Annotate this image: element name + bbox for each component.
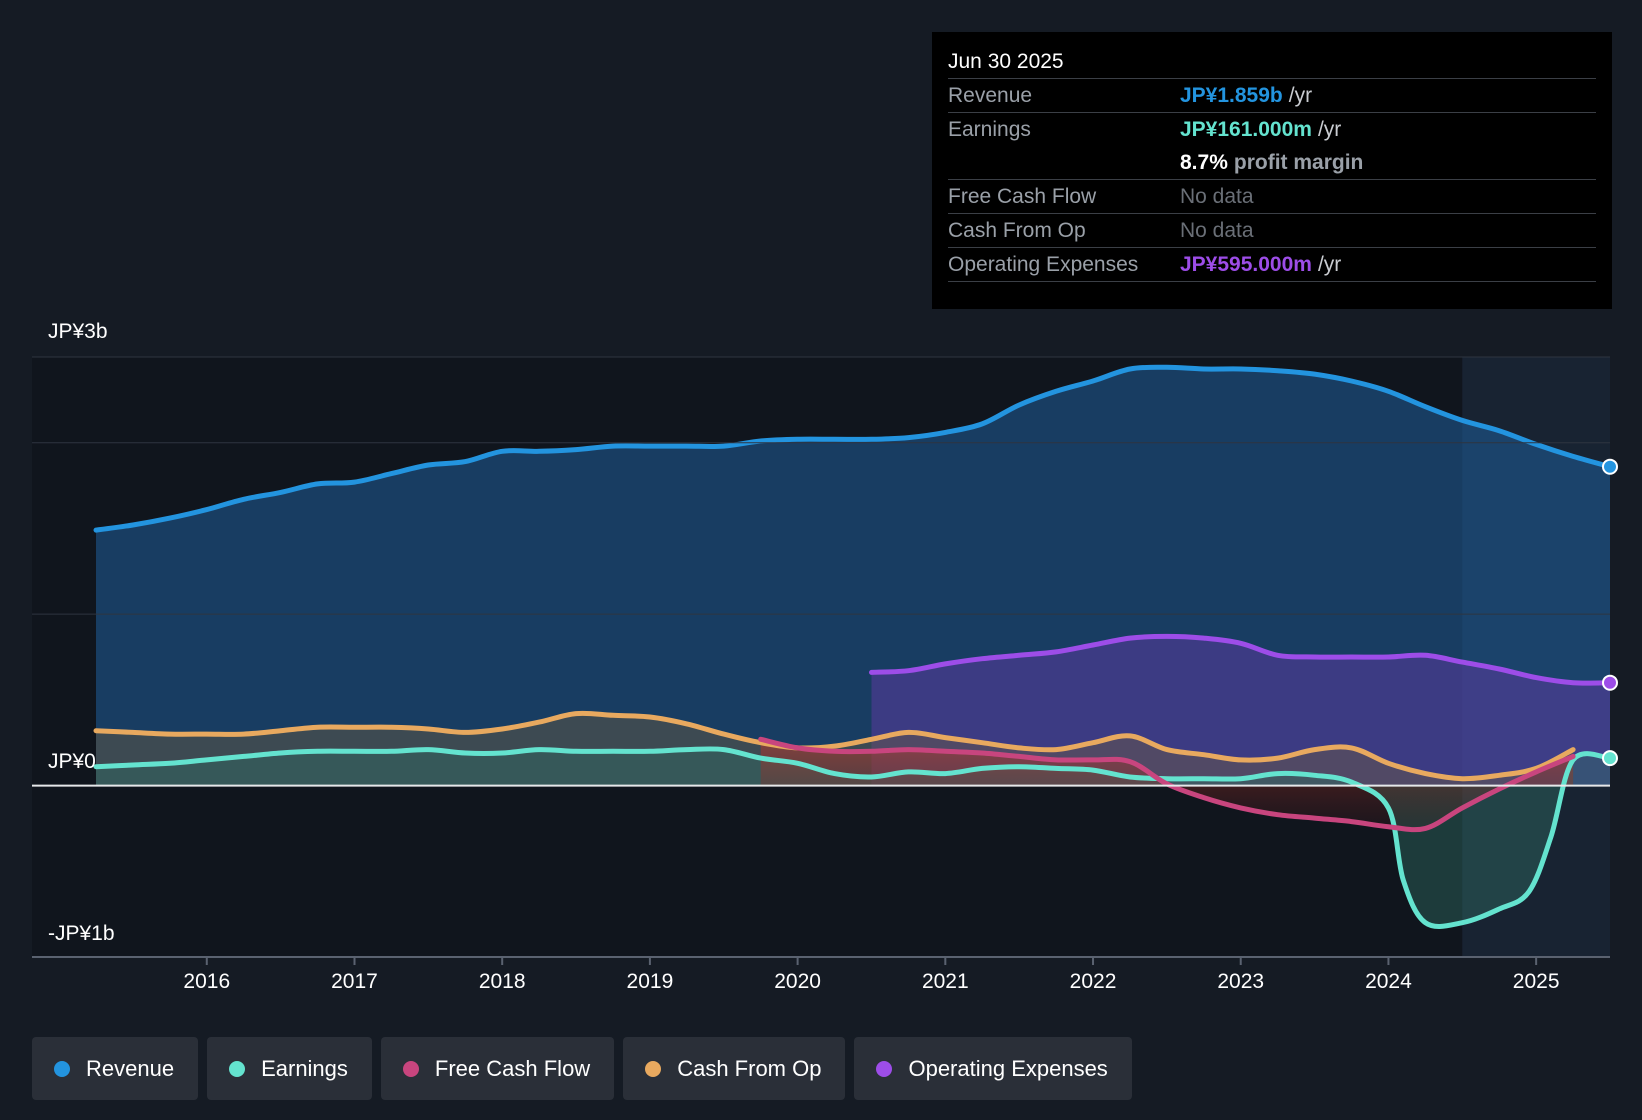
legend-item-revenue[interactable]: Revenue [32, 1037, 199, 1100]
tooltip-cfo-value: No data [1180, 219, 1254, 242]
x-tick-label-2024: 2024 [1365, 970, 1412, 993]
x-tick-label-2019: 2019 [626, 970, 674, 993]
legend-label-operating-expenses: Operating Expenses [908, 1055, 1108, 1081]
tooltip-row-revenue: Revenue JP¥1.859b/yr [948, 79, 1596, 113]
x-tick-label-2016: 2016 [183, 970, 231, 993]
end-marker-revenue [1602, 458, 1618, 475]
tooltip-earnings-unit: /yr [1317, 118, 1342, 141]
legend-item-operating-expenses[interactable]: Operating Expenses [854, 1037, 1132, 1100]
legend-label-free-cash-flow: Free Cash Flow [434, 1055, 591, 1081]
legend-label-cash-from-op: Cash From Op [677, 1055, 822, 1081]
legend-label-earnings: Earnings [261, 1055, 348, 1081]
x-tick-label-2021: 2021 [921, 970, 969, 993]
chart-axes [32, 356, 1610, 965]
tooltip-earnings-label: Earnings [948, 118, 1031, 141]
x-tick-label-2017: 2017 [331, 970, 378, 993]
tooltip-row-earnings: Earnings JP¥161.000m/yr [948, 113, 1596, 146]
tooltip-row-fcf: Free Cash Flow No data [948, 180, 1596, 214]
x-tick-label-2022: 2022 [1069, 970, 1117, 993]
line-revenue [93, 364, 1613, 533]
x-tick-label-2020: 2020 [774, 970, 821, 993]
end-marker-earnings [1602, 750, 1618, 767]
legend-item-cash-from-op[interactable]: Cash From Op [623, 1037, 846, 1100]
legend-dot-revenue [54, 1060, 70, 1077]
tooltip-opex-value: JP¥595.000m [1180, 253, 1312, 276]
legend-item-free-cash-flow[interactable]: Free Cash Flow [380, 1037, 615, 1100]
line-cfo [93, 710, 1576, 782]
legend-dot-cash-from-op [645, 1060, 662, 1077]
x-tick-label-2018: 2018 [478, 970, 526, 993]
y-axis-label-zero: JP¥0 [48, 750, 96, 773]
x-tick-label-2025: 2025 [1512, 970, 1560, 993]
data-tooltip: Jun 30 2025 Revenue JP¥1.859b/yr Earning… [932, 32, 1612, 309]
chart-legend: Revenue Earnings Free Cash Flow Cash Fro… [32, 1037, 1132, 1100]
tooltip-date: Jun 30 2025 [948, 46, 1596, 79]
tooltip-row-cfo: Cash From Op No data [948, 214, 1596, 248]
tooltip-revenue-unit: /yr [1288, 84, 1313, 107]
tooltip-fcf-label: Free Cash Flow [948, 185, 1097, 208]
series-end-markers [1602, 458, 1618, 767]
tooltip-row-opex: Operating Expenses JP¥595.000m/yr [948, 248, 1596, 282]
y-axis-label-bottom: -JP¥1b [48, 922, 115, 945]
tooltip-fcf-value: No data [1180, 185, 1254, 208]
legend-dot-earnings [229, 1060, 246, 1077]
line-earnings [93, 746, 1613, 929]
line-fcf [758, 736, 1576, 833]
legend-item-earnings[interactable]: Earnings [207, 1037, 372, 1100]
tooltip-margin-pct: 8.7% [1180, 151, 1228, 174]
legend-dot-free-cash-flow [402, 1060, 419, 1077]
tooltip-opex-label: Operating Expenses [948, 253, 1139, 276]
y-axis-label-top: JP¥3b [48, 320, 108, 343]
legend-dot-operating-expenses [876, 1060, 893, 1077]
tooltip-opex-unit: /yr [1317, 253, 1342, 276]
tooltip-row-margin: 8.7% profit margin [948, 146, 1596, 180]
end-marker-opex [1602, 674, 1618, 691]
tooltip-revenue-value: JP¥1.859b [1180, 84, 1283, 107]
series-areas [96, 367, 1610, 927]
series-lines [93, 364, 1613, 929]
legend-label-revenue: Revenue [86, 1055, 175, 1081]
tooltip-margin-text: profit margin [1233, 151, 1364, 174]
tooltip-revenue-label: Revenue [948, 84, 1033, 107]
tooltip-cfo-label: Cash From Op [948, 219, 1086, 242]
line-opex [869, 633, 1613, 686]
tooltip-earnings-value: JP¥161.000m [1180, 118, 1312, 141]
x-tick-label-2023: 2023 [1217, 970, 1265, 993]
